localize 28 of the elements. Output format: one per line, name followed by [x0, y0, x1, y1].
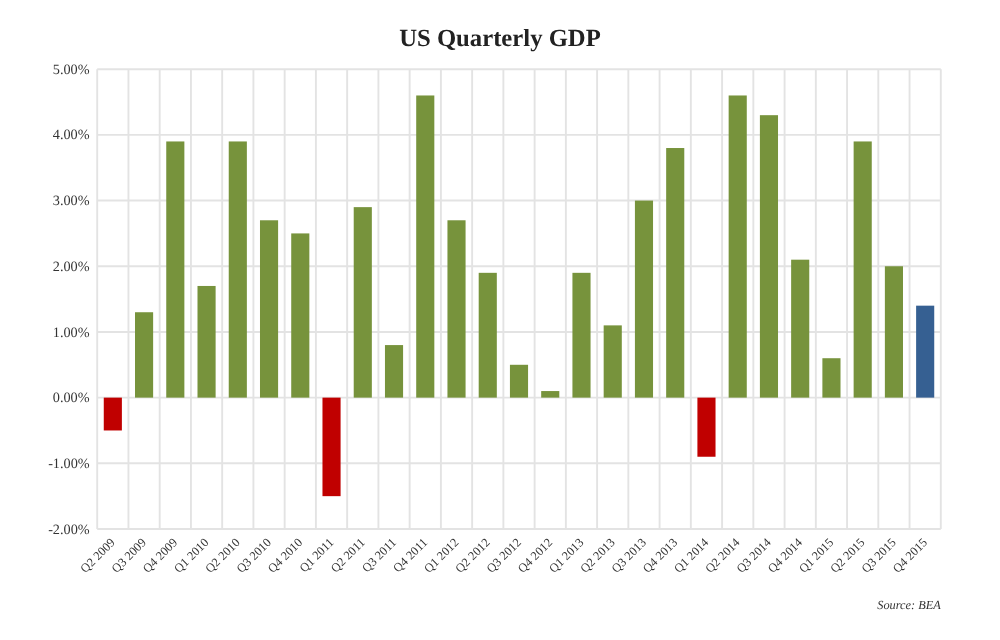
bar	[541, 391, 560, 398]
bar	[353, 207, 372, 398]
bar	[478, 272, 497, 398]
bar	[572, 272, 591, 398]
bar	[197, 285, 216, 398]
bar	[634, 200, 654, 398]
bar	[666, 148, 685, 398]
bar	[135, 312, 154, 398]
bar	[759, 115, 779, 398]
bar	[697, 397, 716, 457]
bar	[291, 233, 310, 398]
bar	[853, 141, 872, 398]
bar	[791, 259, 810, 398]
bar	[603, 325, 622, 398]
bar	[916, 305, 935, 398]
bar	[228, 141, 247, 398]
bar	[884, 266, 903, 398]
bar	[822, 358, 841, 398]
bar	[166, 141, 185, 398]
chart-title: US Quarterly GDP	[399, 24, 602, 53]
bar	[728, 95, 747, 398]
bar	[447, 220, 466, 398]
bar	[322, 397, 341, 497]
bar	[103, 397, 122, 431]
bar	[416, 95, 435, 398]
bar	[384, 345, 404, 398]
bar	[259, 220, 279, 398]
bar	[509, 364, 529, 398]
